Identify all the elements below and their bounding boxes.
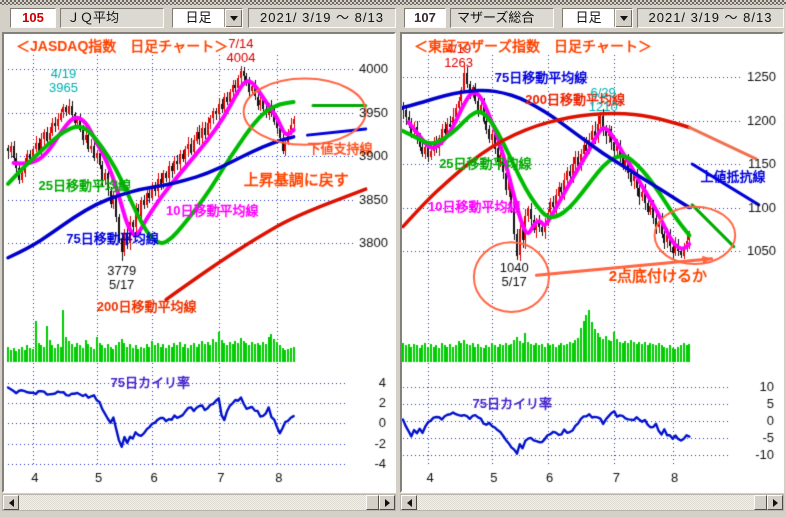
right-symbol-code-input[interactable]: 107 (404, 8, 446, 28)
scroll-right-icon (384, 498, 390, 507)
right-symbol-name-box: マザーズ総合 (450, 8, 554, 28)
scroll-right-button[interactable] (379, 495, 395, 510)
left-chart-panel (2, 32, 396, 493)
right-timeframe-select[interactable]: 日足 (562, 8, 633, 28)
scroll-right-icon (772, 498, 778, 507)
right-timeframe-dropdown-button[interactable] (614, 9, 632, 27)
scrollbar-track[interactable] (19, 495, 366, 510)
scroll-left-icon (8, 498, 14, 507)
scroll-left-button[interactable] (3, 495, 19, 510)
top-texture-strip (0, 0, 786, 5)
left-symbol-code: 105 (22, 10, 44, 25)
scroll-left-button[interactable] (401, 495, 417, 510)
left-timeframe-dropdown-button[interactable] (224, 9, 242, 27)
scrollbar-thumb[interactable] (754, 495, 767, 510)
toolbar: 105 ＪＱ平均 日足 2021/ 3/19 ～ 8/13 107 マザーズ総合… (0, 6, 786, 31)
right-chart-panel (400, 32, 784, 493)
scroll-left-icon (406, 498, 412, 507)
left-chart-canvas (4, 34, 394, 491)
right-date-range-box: 2021/ 3/19 ～ 8/13 (637, 8, 784, 28)
chevron-down-icon (619, 15, 628, 21)
left-symbol-name-box: ＪＱ平均 (60, 8, 164, 28)
left-date-range-box: 2021/ 3/19 ～ 8/13 (248, 8, 396, 28)
right-timeframe-value: 日足 (575, 10, 602, 25)
left-timeframe-select[interactable]: 日足 (172, 8, 243, 28)
right-chart-canvas (402, 34, 782, 491)
right-symbol-code: 107 (414, 10, 436, 25)
scroll-right-button[interactable] (767, 495, 783, 510)
chevron-down-icon (229, 15, 238, 21)
scrollbar-track[interactable] (417, 495, 754, 510)
left-timeframe-value: 日足 (185, 10, 212, 25)
left-chart-scrollbar[interactable] (2, 494, 396, 511)
left-symbol-code-input[interactable]: 105 (10, 8, 56, 28)
scrollbar-thumb[interactable] (366, 495, 379, 510)
right-chart-scrollbar[interactable] (400, 494, 784, 511)
